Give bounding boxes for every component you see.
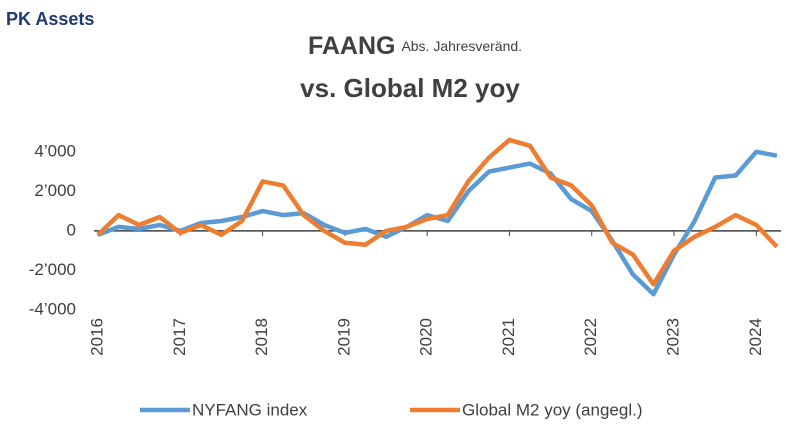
x-tick-label: 2020 <box>417 318 436 356</box>
title-note: Abs. Jahresveränd. <box>401 38 522 54</box>
chart-subtitle: vs. Global M2 yoy <box>300 73 520 103</box>
x-tick-label: 2018 <box>252 318 271 356</box>
y-tick-label: 4’000 <box>34 141 76 160</box>
x-tick-label: 2016 <box>87 318 106 356</box>
x-tick-label: 2019 <box>334 318 353 356</box>
brand: PK Assets <box>6 9 94 29</box>
series-line <box>96 137 779 287</box>
y-tick-label: -2’000 <box>29 260 76 279</box>
legend-label: NYFANG index <box>192 400 308 419</box>
x-tick-label: 2023 <box>664 318 683 356</box>
y-tick-label: -4’000 <box>29 299 76 318</box>
title-main: FAANG <box>308 32 396 60</box>
y-tick-label: 0 <box>67 220 76 239</box>
x-tick-label: 2017 <box>170 318 189 356</box>
x-tick-label: 2021 <box>499 318 518 356</box>
y-tick-label: 2’000 <box>34 181 76 200</box>
legend-label: Global M2 yoy (angegl.) <box>462 400 642 419</box>
chart-title: FAANG Abs. Jahresveränd. <box>308 32 522 60</box>
x-tick-label: 2022 <box>581 318 600 356</box>
x-tick-label: 2024 <box>746 318 765 356</box>
